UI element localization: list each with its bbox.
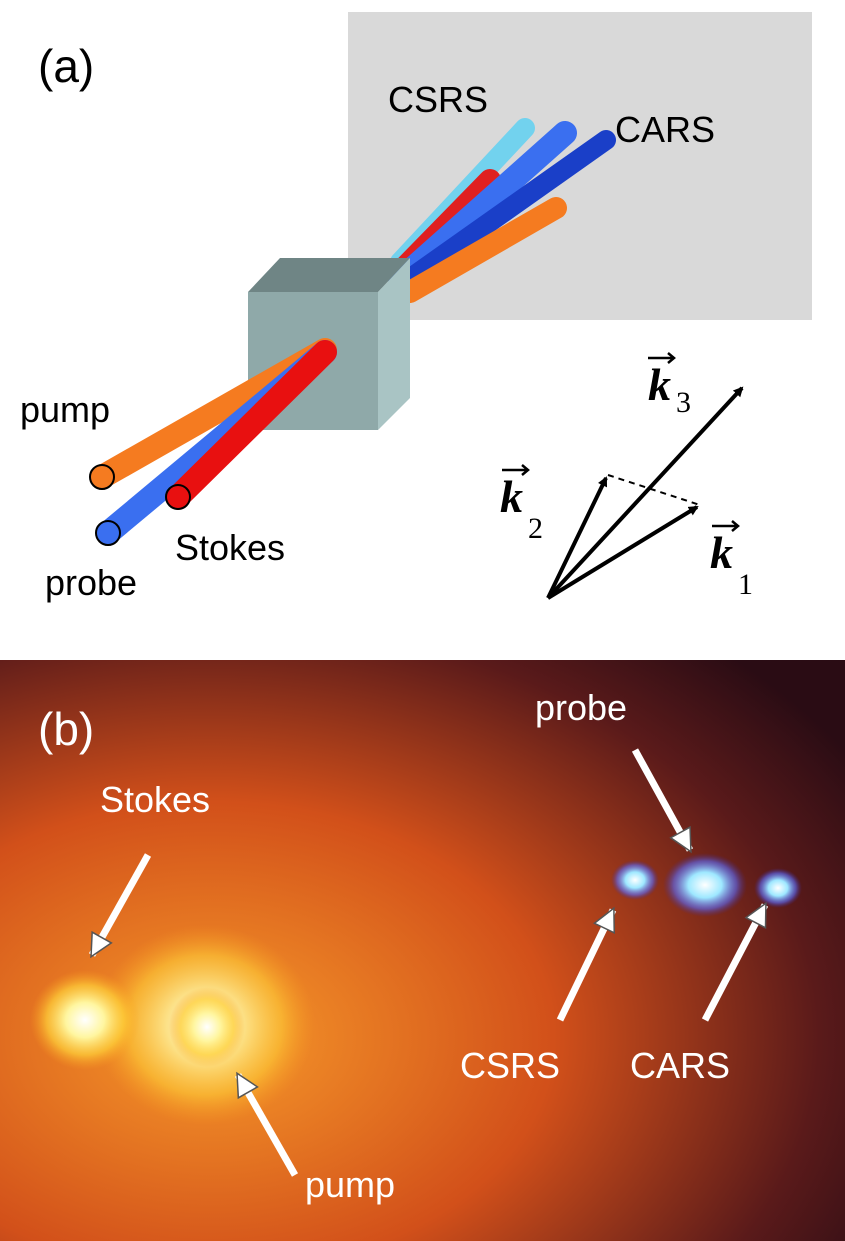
csrs-spot [611, 860, 659, 900]
spot-label: probe [535, 687, 627, 728]
spot-label: CARS [630, 1045, 730, 1086]
panel-b: (b) Stokes pump probe CSRS CARS [0, 660, 845, 1241]
vector-symbol: k [648, 359, 671, 410]
stokes-spot [30, 970, 140, 1070]
stokes-end [166, 485, 190, 509]
vector-index: 1 [738, 568, 753, 601]
pump-end [90, 465, 114, 489]
vector-symbol: k [500, 471, 523, 522]
vector-symbol: k [710, 527, 733, 578]
probe-end [96, 521, 120, 545]
pump-spot [169, 987, 245, 1067]
spot-label: pump [305, 1164, 395, 1205]
wave-vectors [502, 353, 742, 598]
spot-label: CSRS [460, 1045, 560, 1086]
photo-background [0, 660, 845, 1241]
input-beams [90, 350, 325, 545]
panel-label: (b) [38, 703, 94, 755]
beam-label: probe [45, 562, 137, 603]
vector-index: 2 [528, 512, 543, 545]
probe-spot [663, 853, 747, 917]
beam-label: Stokes [175, 527, 285, 568]
beam-label: CSRS [388, 79, 488, 120]
cars-spot [754, 868, 802, 908]
panel-label: (a) [38, 40, 94, 92]
beam-label: pump [20, 389, 110, 430]
figure: (a) CSRS CARS pump Stokes probe k 3 k 2 … [0, 0, 845, 1241]
spot-label: Stokes [100, 779, 210, 820]
k-dashed [608, 475, 700, 505]
beam-label: CARS [615, 109, 715, 150]
panel-a: (a) CSRS CARS pump Stokes probe k 3 k 2 … [20, 12, 812, 603]
vector-index: 3 [676, 386, 691, 419]
